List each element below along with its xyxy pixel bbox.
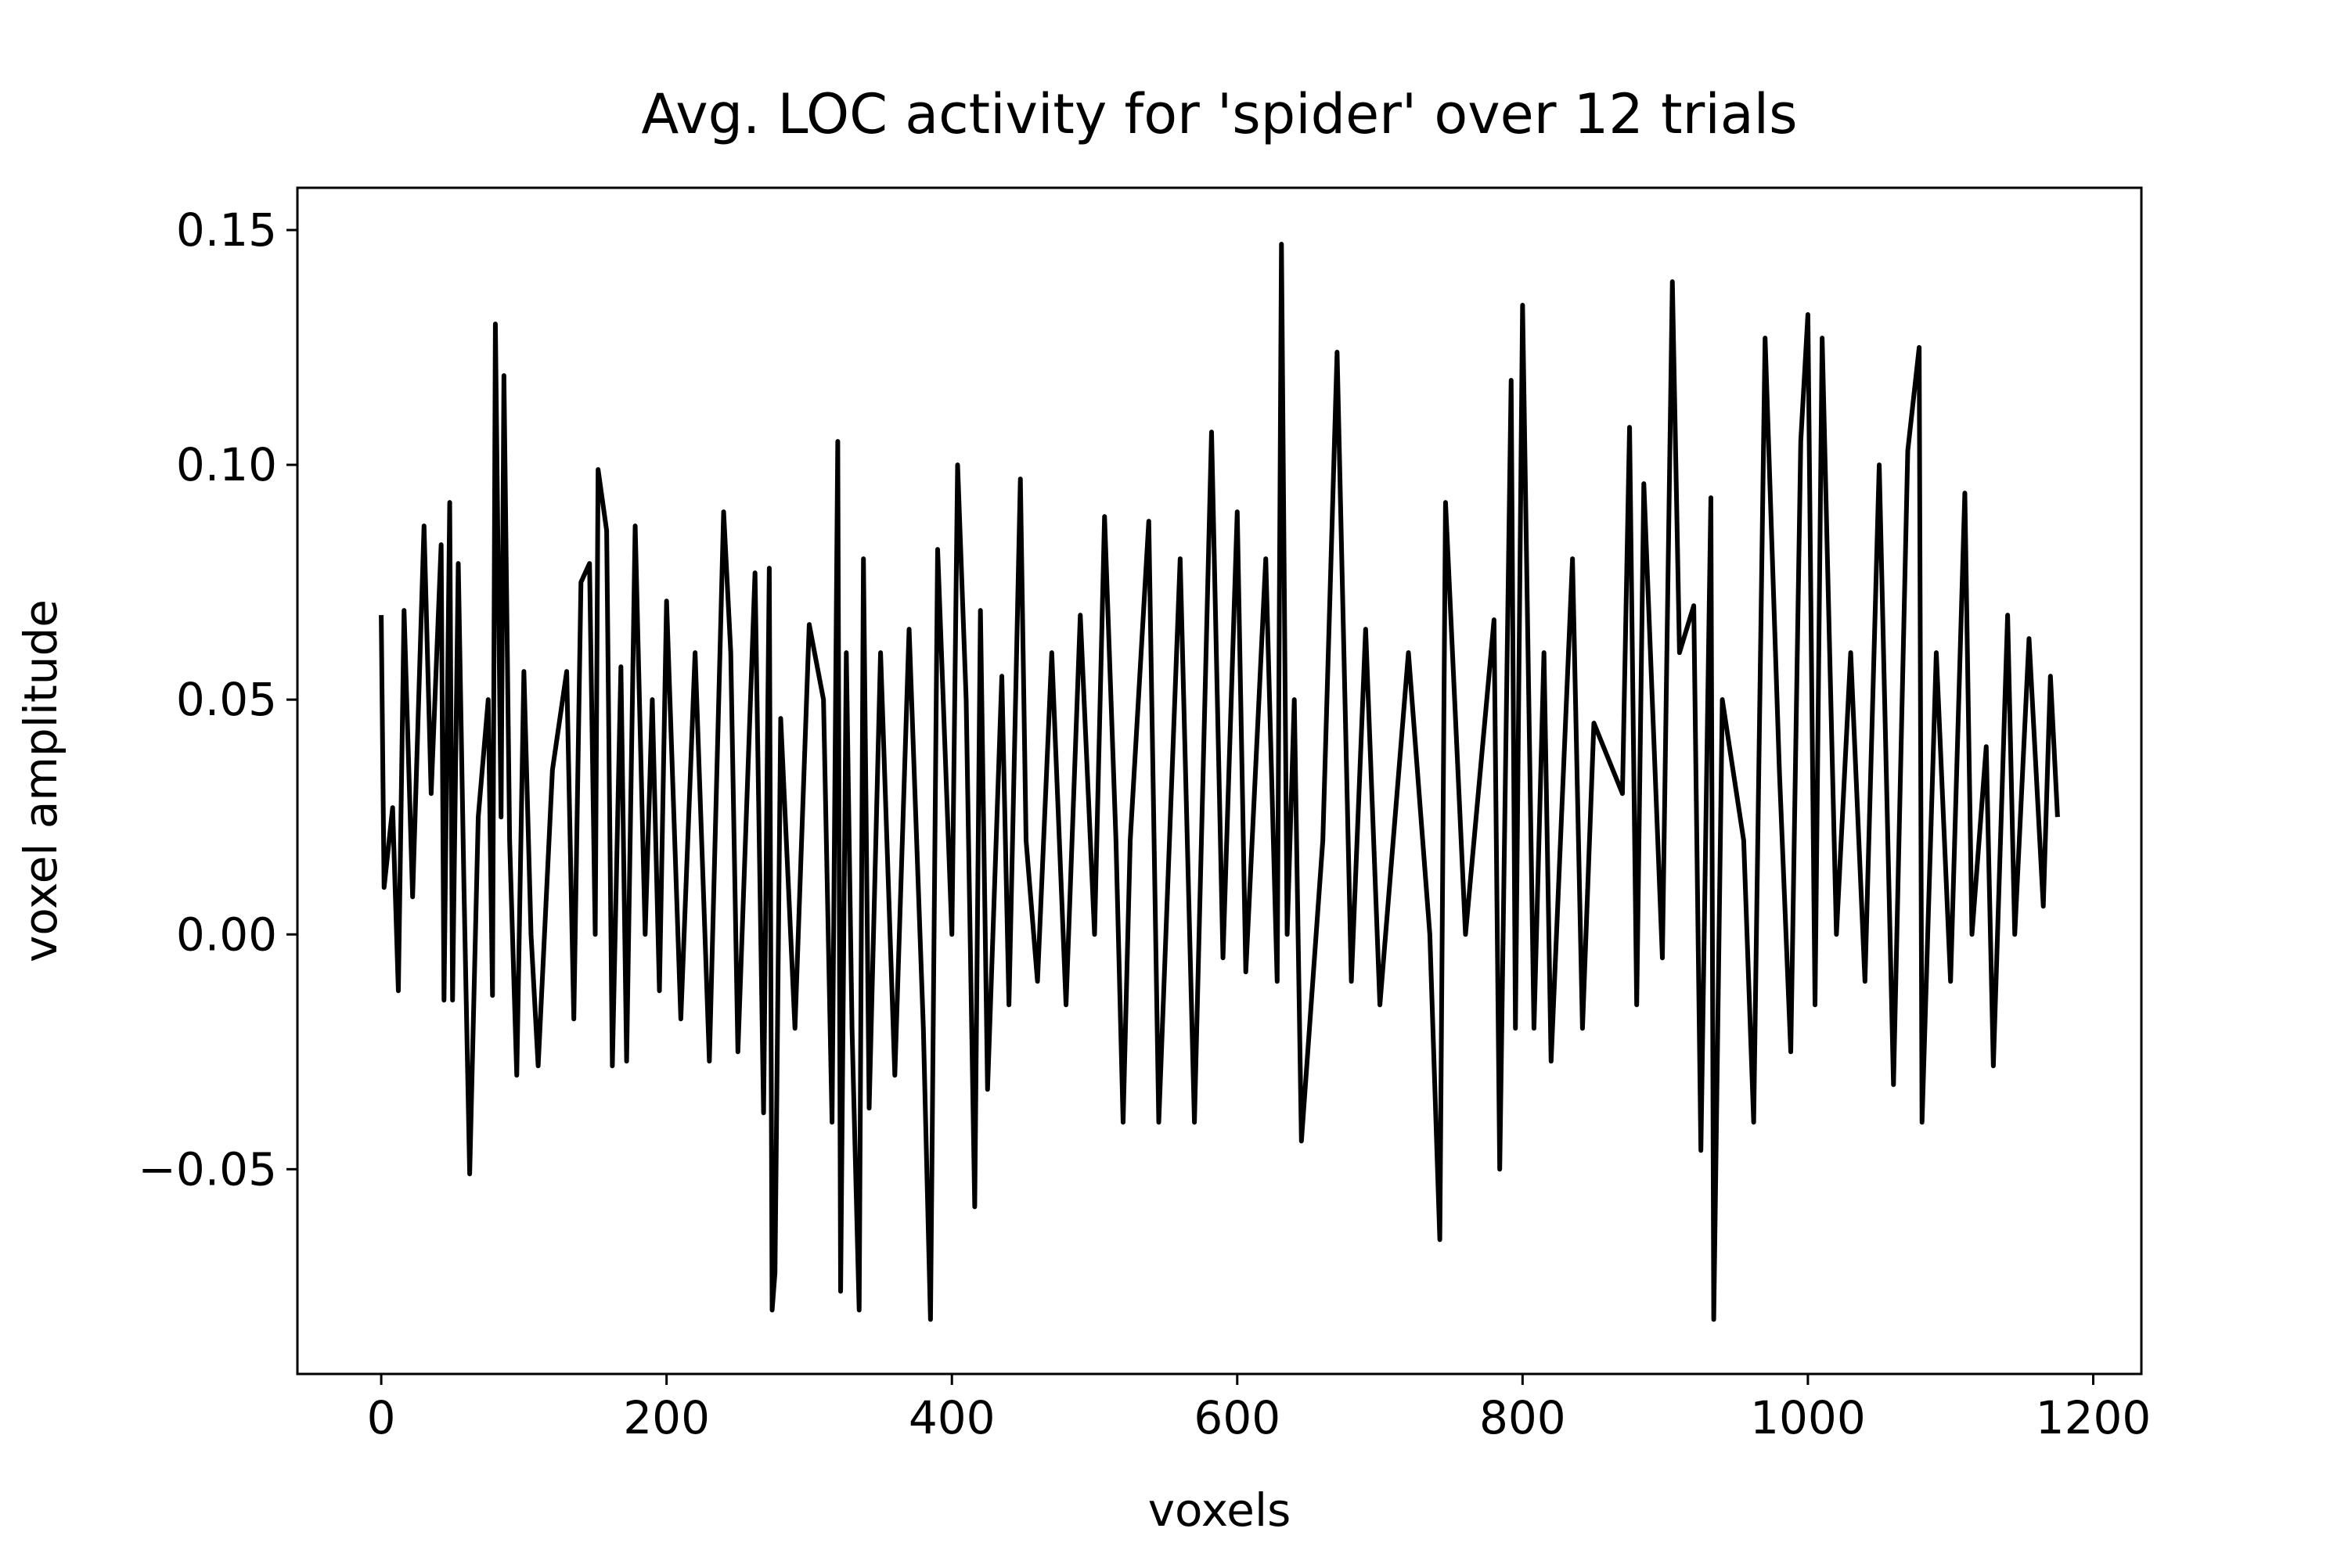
y-axis-label: voxel amplitude bbox=[14, 599, 67, 962]
x-tick-label: 800 bbox=[1479, 1391, 1566, 1444]
y-tick-label: 0.00 bbox=[176, 908, 277, 961]
x-tick-label: 0 bbox=[367, 1391, 396, 1444]
y-tick-label: 0.10 bbox=[176, 438, 277, 491]
y-tick-label: 0.05 bbox=[176, 673, 277, 726]
x-tick-label: 600 bbox=[1194, 1391, 1280, 1444]
x-tick-label: 1200 bbox=[2036, 1391, 2152, 1444]
data-line bbox=[379, 242, 2060, 1322]
x-tick-label: 400 bbox=[909, 1391, 996, 1444]
x-axis-label: voxels bbox=[1148, 1483, 1291, 1537]
x-tick-label: 1000 bbox=[1750, 1391, 1866, 1444]
chart-title: Avg. LOC activity for 'spider' over 12 t… bbox=[641, 82, 1797, 146]
y-tick-label: 0.15 bbox=[176, 203, 277, 257]
x-tick-label: 200 bbox=[623, 1391, 710, 1444]
axes-frame bbox=[296, 186, 2143, 1376]
y-tick-label: −0.05 bbox=[138, 1142, 277, 1196]
